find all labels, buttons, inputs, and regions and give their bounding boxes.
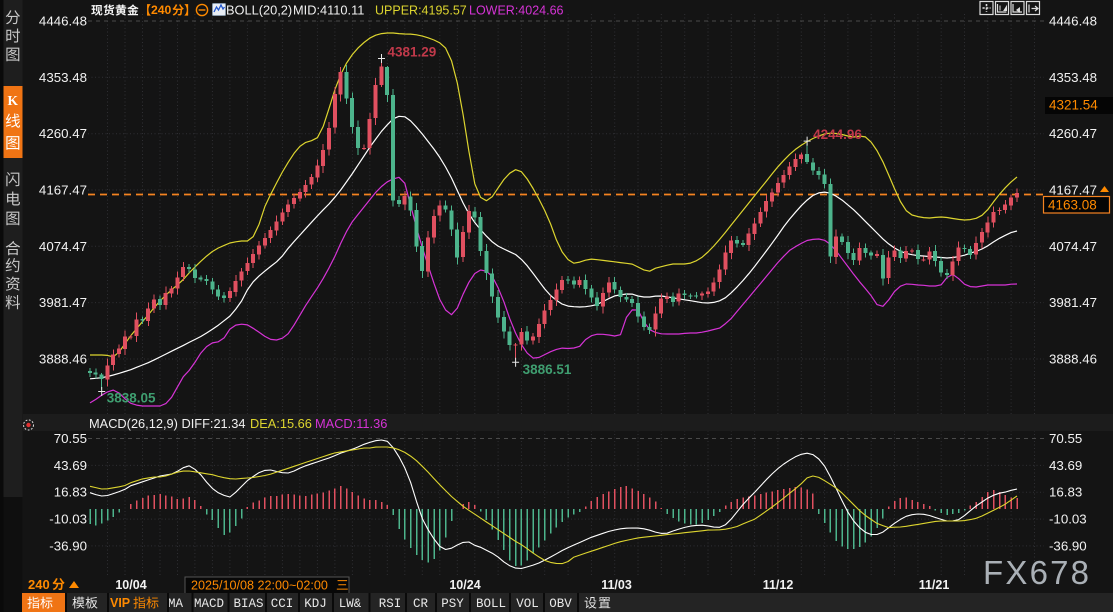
svg-text:4260.47: 4260.47 [39, 126, 87, 141]
svg-text:-36.90: -36.90 [49, 538, 87, 553]
svg-text:MACD: MACD [194, 597, 224, 611]
svg-text:OBV: OBV [549, 597, 572, 611]
svg-text:4353.48: 4353.48 [39, 70, 87, 85]
svg-text:DEA:15.66: DEA:15.66 [250, 416, 312, 431]
svg-text:240: 240 [151, 3, 172, 17]
svg-text:70.55: 70.55 [54, 431, 87, 446]
svg-text:4321.54: 4321.54 [1049, 98, 1098, 113]
svg-text:4381.29: 4381.29 [388, 45, 437, 60]
svg-text:MID:4110.11: MID:4110.11 [293, 3, 364, 18]
svg-text:4353.48: 4353.48 [1049, 70, 1097, 85]
svg-text:CCI: CCI [271, 597, 294, 611]
svg-text:KDJ: KDJ [304, 597, 327, 611]
svg-text:4446.48: 4446.48 [1049, 14, 1097, 29]
svg-text:3888.46: 3888.46 [1049, 352, 1097, 367]
svg-text:16.83: 16.83 [1049, 485, 1082, 500]
svg-text:70.55: 70.55 [1049, 431, 1082, 446]
svg-text:4260.47: 4260.47 [1049, 126, 1097, 141]
svg-text:11/21: 11/21 [919, 578, 950, 592]
svg-text:3981.47: 3981.47 [1049, 295, 1097, 310]
svg-text:4167.47: 4167.47 [39, 183, 87, 198]
svg-text:K: K [8, 93, 19, 108]
svg-text:PSY: PSY [441, 597, 464, 611]
svg-text:VOL: VOL [516, 597, 539, 611]
svg-text:4244.96: 4244.96 [813, 127, 862, 142]
svg-text:VIP: VIP [110, 596, 130, 610]
svg-text:RSI: RSI [379, 597, 402, 611]
svg-text:-10.03: -10.03 [49, 512, 87, 527]
svg-text:-36.90: -36.90 [1049, 538, 1087, 553]
svg-text:UPPER:4195.57: UPPER:4195.57 [375, 4, 467, 18]
svg-text:43.69: 43.69 [54, 458, 87, 473]
svg-text:FX678: FX678 [983, 554, 1091, 591]
svg-text:CR: CR [413, 597, 429, 611]
svg-text:10/24: 10/24 [449, 578, 480, 592]
svg-text:3838.05: 3838.05 [107, 391, 156, 406]
svg-text:11/12: 11/12 [763, 578, 794, 592]
svg-text:LW&: LW& [339, 597, 362, 611]
svg-text:4446.48: 4446.48 [39, 14, 87, 29]
svg-text:16.83: 16.83 [54, 485, 87, 500]
svg-text:43.69: 43.69 [1049, 458, 1082, 473]
svg-text:MACD(26,12,9) DIFF:21.34: MACD(26,12,9) DIFF:21.34 [89, 416, 245, 431]
svg-text:4163.08: 4163.08 [1048, 198, 1097, 213]
svg-text:3981.47: 3981.47 [39, 295, 87, 310]
svg-text:MACD:11.36: MACD:11.36 [315, 416, 387, 431]
svg-text:3888.46: 3888.46 [39, 352, 87, 367]
svg-text:LOWER:4024.66: LOWER:4024.66 [469, 4, 564, 18]
svg-text:11/03: 11/03 [601, 578, 632, 592]
svg-text:-10.03: -10.03 [1049, 512, 1087, 527]
svg-text:BOLL(20,2): BOLL(20,2) [226, 3, 292, 18]
svg-text:10/04: 10/04 [115, 578, 146, 592]
svg-text:3886.51: 3886.51 [523, 362, 572, 377]
svg-text:BOLL: BOLL [476, 597, 506, 611]
svg-text:MA: MA [168, 597, 184, 611]
svg-text:2025/10/08 22:00~02:00: 2025/10/08 22:00~02:00 [191, 579, 328, 593]
svg-text:240: 240 [28, 577, 50, 592]
svg-text:4074.47: 4074.47 [39, 239, 87, 254]
svg-text:4167.47: 4167.47 [1049, 183, 1097, 198]
svg-text:BIAS: BIAS [233, 597, 263, 611]
svg-text:4074.47: 4074.47 [1049, 239, 1097, 254]
